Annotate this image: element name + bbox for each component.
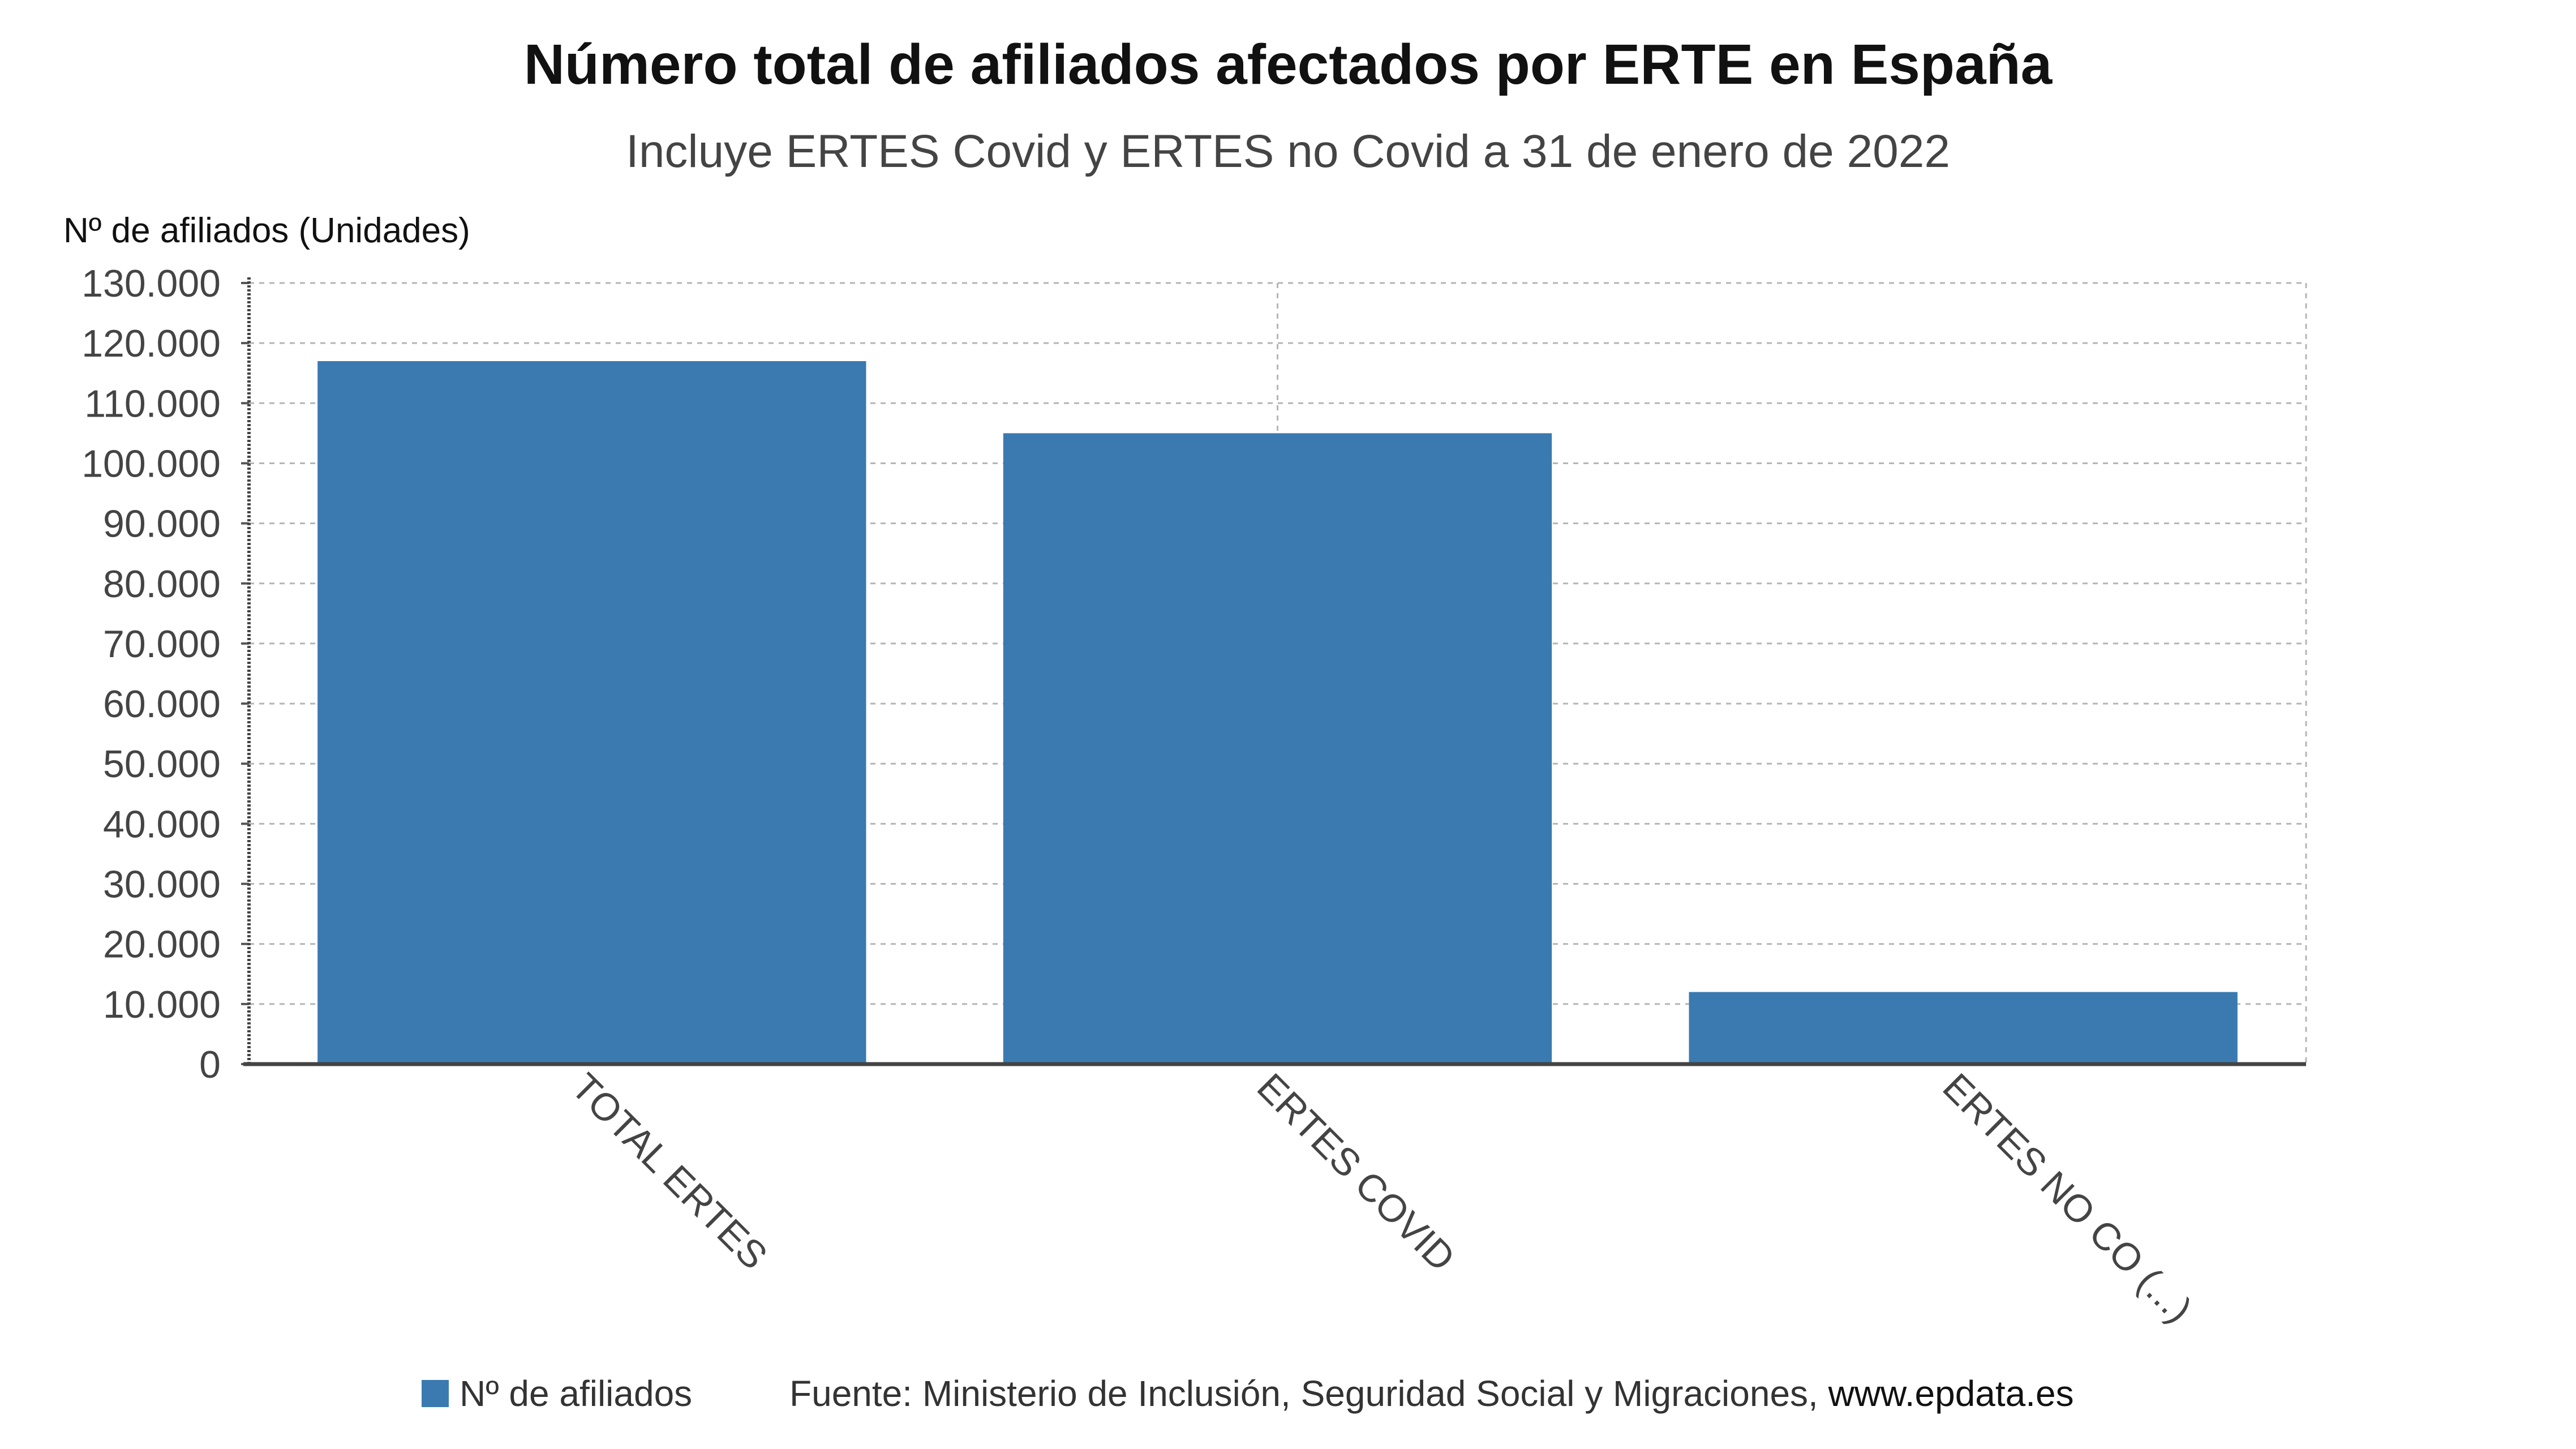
x-tick-labels: TOTAL ERTES ERTES COVID ERTES NO CO (...) (563, 1065, 2200, 1331)
legend: Nº de afiliados (422, 1373, 692, 1414)
y-tick-label: 80.000 (103, 563, 221, 606)
x-tick-label: ERTES COVID (1249, 1065, 1463, 1280)
legend-label: Nº de afiliados (460, 1373, 692, 1414)
bar (1689, 992, 2238, 1064)
y-tick-label: 30.000 (103, 863, 221, 906)
bar (1003, 433, 1552, 1064)
source-prefix: Fuente: Ministerio de Inclusión, Segurid… (789, 1373, 1828, 1414)
y-tick-label: 40.000 (103, 803, 221, 846)
y-tick-label: 50.000 (103, 743, 221, 786)
y-tick-labels: 0 10.000 20.000 30.000 40.000 50.000 60.000 70.… (81, 262, 221, 1086)
legend-swatch (422, 1380, 449, 1407)
bars (317, 361, 2238, 1064)
y-tick-label: 0 (199, 1043, 221, 1086)
y-tick-label: 120.000 (81, 322, 221, 365)
y-tick-label: 130.000 (81, 262, 221, 305)
y-tick-label: 90.000 (103, 503, 221, 546)
y-tick-label: 70.000 (103, 623, 221, 666)
x-tick-label: ERTES NO CO (...) (1935, 1065, 2201, 1331)
y-tick-label: 110.000 (84, 382, 221, 425)
y-tick-label: 100.000 (81, 442, 221, 485)
y-tick-label: 60.000 (103, 683, 221, 726)
source-site[interactable]: www.epdata.es (1828, 1373, 2074, 1414)
axes (241, 277, 2306, 1066)
bar (317, 361, 866, 1064)
y-tick-label: 20.000 (103, 923, 221, 966)
chart-subtitle: Incluye ERTES Covid y ERTES no Covid a 3… (626, 126, 1950, 177)
x-tick-label: TOTAL ERTES (563, 1065, 775, 1277)
y-tick-label: 10.000 (103, 983, 221, 1026)
chart-title: Número total de afiliados afectados por … (524, 33, 2053, 96)
y-axis-label: Nº de afiliados (Unidades) (63, 211, 470, 250)
source-note: Fuente: Ministerio de Inclusión, Segurid… (789, 1373, 2074, 1414)
